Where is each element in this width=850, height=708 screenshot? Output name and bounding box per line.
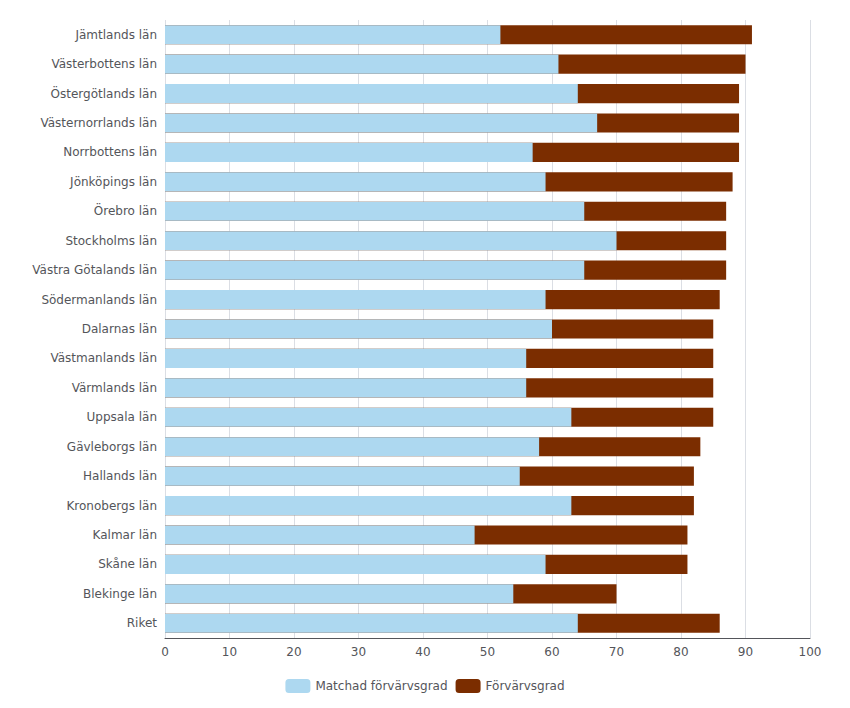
svg-text:30: 30 [351,645,366,659]
svg-text:90: 90 [738,645,753,659]
svg-text:Dalarnas län: Dalarnas län [82,322,157,336]
svg-text:10: 10 [222,645,237,659]
svg-text:Västmanlands län: Västmanlands län [50,351,157,365]
svg-text:Uppsala län: Uppsala län [87,410,157,424]
svg-text:0: 0 [161,645,169,659]
svg-text:Förvärvsgrad: Förvärvsgrad [486,679,565,693]
svg-text:Norrbottens län: Norrbottens län [63,145,157,159]
svg-text:Västernorrlands län: Västernorrlands län [40,116,157,130]
svg-text:Södermanlands län: Södermanlands län [41,293,157,307]
svg-text:Jönköpings län: Jönköpings län [69,175,157,189]
svg-text:50: 50 [480,645,495,659]
svg-text:Kalmar län: Kalmar län [93,528,157,542]
svg-text:Riket: Riket [127,616,158,630]
svg-text:70: 70 [609,645,624,659]
svg-text:20: 20 [286,645,301,659]
svg-text:Hallands län: Hallands län [83,469,157,483]
svg-text:Blekinge län: Blekinge län [83,587,157,601]
svg-text:Örebro län: Örebro län [94,202,157,218]
svg-text:Skåne län: Skåne län [98,557,157,571]
svg-text:100: 100 [799,645,822,659]
svg-text:Matchad förvärvsgrad: Matchad förvärvsgrad [315,679,447,693]
svg-text:Kronobergs län: Kronobergs län [66,499,157,513]
svg-text:40: 40 [415,645,430,659]
svg-text:Stockholms län: Stockholms län [65,234,157,248]
svg-text:Västerbottens län: Västerbottens län [51,57,157,71]
svg-text:Östergötlands län: Östergötlands län [51,85,157,101]
svg-text:80: 80 [673,645,688,659]
svg-text:Värmlands län: Värmlands län [72,381,157,395]
svg-text:Västra Götalands län: Västra Götalands län [32,263,157,277]
svg-text:Gävleborgs län: Gävleborgs län [67,440,157,454]
svg-text:60: 60 [544,645,559,659]
svg-text:Jämtlands län: Jämtlands län [74,28,157,42]
